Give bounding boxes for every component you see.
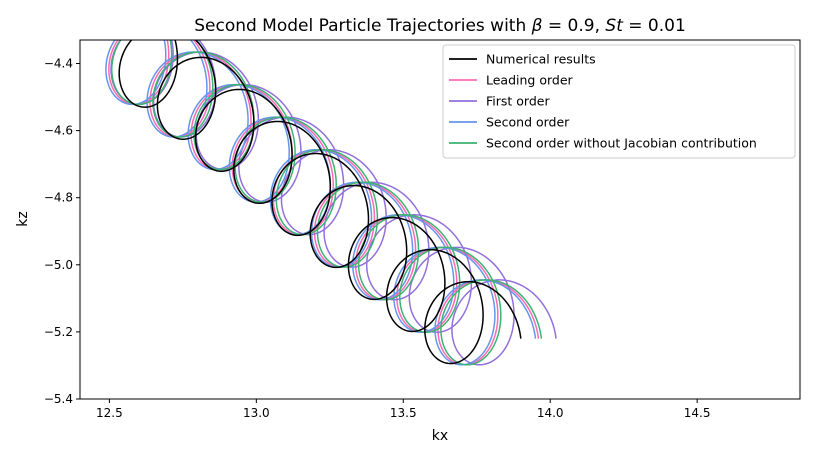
legend: Numerical results Leading order First orde… bbox=[442, 44, 796, 159]
legend-label: First order bbox=[486, 94, 550, 109]
y-tick-label: −4.8 bbox=[44, 191, 73, 205]
x-tick-label: 12.5 bbox=[96, 406, 123, 420]
y-axis-ticks: −4.4 −4.6 −4.8 −5.0 −5.2 −5.4 bbox=[44, 56, 80, 406]
plot-frame bbox=[79, 39, 801, 400]
x-tick-label: 14.0 bbox=[537, 406, 564, 420]
x-tick-label: 13.5 bbox=[390, 406, 417, 420]
y-tick-label: −4.4 bbox=[44, 56, 73, 70]
series-line bbox=[118, 40, 522, 365]
legend-label: Leading order bbox=[486, 73, 574, 88]
chart-title: Second Model Particle Trajectories with … bbox=[194, 16, 686, 36]
x-axis-label: kx bbox=[432, 428, 448, 444]
y-axis-label: kz bbox=[15, 211, 31, 226]
series-line bbox=[111, 40, 543, 366]
x-tick-label: 14.5 bbox=[684, 406, 711, 420]
y-tick-label: −5.2 bbox=[44, 325, 73, 339]
series-layer bbox=[105, 40, 557, 366]
y-tick-label: −4.6 bbox=[44, 124, 73, 138]
legend-label: Numerical results bbox=[486, 52, 596, 67]
legend-label: Second order without Jacobian contributi… bbox=[486, 136, 757, 151]
y-tick-label: −5.0 bbox=[44, 258, 73, 272]
legend-box bbox=[442, 44, 796, 159]
legend-label: Second order bbox=[486, 115, 570, 130]
y-tick-label: −5.4 bbox=[44, 392, 73, 406]
x-tick-label: 13.0 bbox=[243, 406, 270, 420]
x-axis-ticks: 12.5 13.0 13.5 14.0 14.5 bbox=[96, 399, 711, 420]
